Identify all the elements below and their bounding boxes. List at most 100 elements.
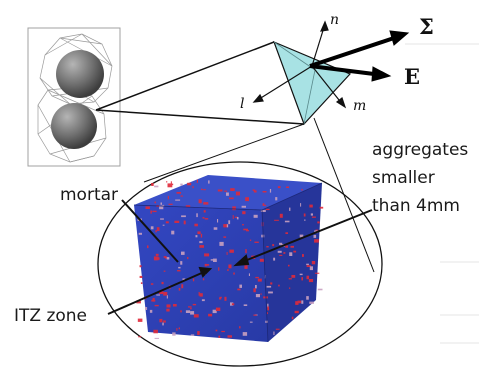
itz-speck [176, 192, 181, 194]
e-field-vector-label: E [404, 64, 421, 89]
itz-speck [137, 318, 143, 322]
itz-speck [187, 257, 189, 260]
itz-speck [313, 234, 317, 238]
itz-speck [233, 272, 235, 275]
itz-speck [204, 253, 210, 257]
itz-speck [290, 245, 294, 248]
itz-speck [180, 195, 183, 197]
itz-speck [156, 227, 160, 231]
itz-speck [150, 226, 154, 230]
itz-speck [213, 227, 218, 230]
itz-speck [306, 263, 309, 266]
itz-speck [246, 230, 249, 232]
itz-speck [253, 314, 257, 316]
itz-speck [196, 213, 198, 218]
itz-speck [262, 191, 267, 193]
itz-speck [192, 186, 194, 189]
itz-speck [150, 210, 152, 214]
itz-speck [253, 288, 256, 293]
itz-speck [301, 277, 303, 281]
itz-speck [160, 202, 162, 205]
itz-speck [181, 251, 185, 255]
itz-speck [249, 321, 253, 323]
itz-speck [243, 228, 248, 231]
tetrahedron [272, 40, 352, 126]
itz-speck [274, 219, 279, 221]
itz-speck [195, 235, 198, 238]
itz-speck [237, 288, 241, 291]
cube-side-face [262, 183, 322, 342]
itz-speck [311, 261, 316, 265]
background-lines [405, 43, 479, 344]
itz-speck [226, 252, 228, 255]
aggregates-label-line2: smaller [372, 168, 435, 188]
itz-speck [218, 267, 220, 271]
itz-speck [145, 206, 150, 209]
itz-speck [203, 202, 209, 205]
itz-speck [254, 241, 259, 243]
itz-speck [293, 250, 297, 253]
itz-speck [249, 239, 252, 241]
itz-speck [185, 205, 191, 208]
itz-speck [212, 309, 217, 314]
itz-speck [139, 265, 142, 268]
itz-speck [310, 213, 313, 216]
itz-speck [213, 258, 217, 262]
itz-speck [190, 334, 195, 336]
itz-speck [291, 316, 294, 320]
itz-speck [257, 278, 262, 282]
itz-speck [217, 219, 219, 223]
itz-speck [253, 190, 257, 193]
itz-speck [161, 281, 164, 285]
itz-speck [178, 266, 181, 269]
itz-speck [308, 279, 314, 283]
itz-speck [140, 282, 143, 284]
itz-speck [147, 245, 149, 249]
label-pointers [107, 199, 373, 315]
itz-speck [226, 192, 229, 196]
itz-speck [156, 294, 160, 296]
itz-speck [245, 197, 249, 202]
itz-speck [215, 329, 218, 332]
itz-speck [201, 188, 203, 191]
itz-speck [165, 221, 169, 224]
itz-speck [314, 272, 320, 274]
itz-speck [266, 246, 269, 248]
itz-speck [242, 224, 244, 226]
itz-speck [151, 183, 154, 186]
itz-speck [255, 276, 259, 279]
itz-speck [188, 306, 192, 308]
itz-speck [199, 241, 203, 244]
itz-speck [319, 206, 324, 209]
itz-speck [270, 282, 273, 285]
itz-speck [275, 197, 278, 201]
itz-speck [277, 250, 282, 253]
itz-speck [180, 310, 182, 313]
itz-speck [198, 292, 200, 296]
itz-speck [294, 310, 299, 314]
itz-speck [224, 190, 228, 192]
itz-speck [154, 185, 159, 188]
itz-speck [311, 216, 316, 218]
itz-speck [317, 288, 323, 291]
itz-speck [171, 230, 175, 235]
itz-speck [154, 337, 159, 339]
itz-speck [302, 254, 304, 257]
itz-speck [181, 215, 186, 218]
itz-speck [255, 285, 257, 289]
itz-speck [173, 304, 177, 307]
cube-ellipse [97, 161, 383, 367]
itz-speck [163, 320, 166, 323]
itz-speck [279, 213, 283, 218]
itz-speck [208, 313, 213, 317]
itz-speck [223, 224, 229, 228]
itz-speck [187, 182, 192, 186]
itz-speck [155, 257, 160, 260]
itz-speck [219, 241, 224, 246]
itz-speck [166, 308, 170, 312]
local-axes [252, 20, 347, 109]
itz-speck [166, 295, 168, 299]
itz-speck [262, 203, 265, 206]
itz-speck [203, 210, 206, 213]
